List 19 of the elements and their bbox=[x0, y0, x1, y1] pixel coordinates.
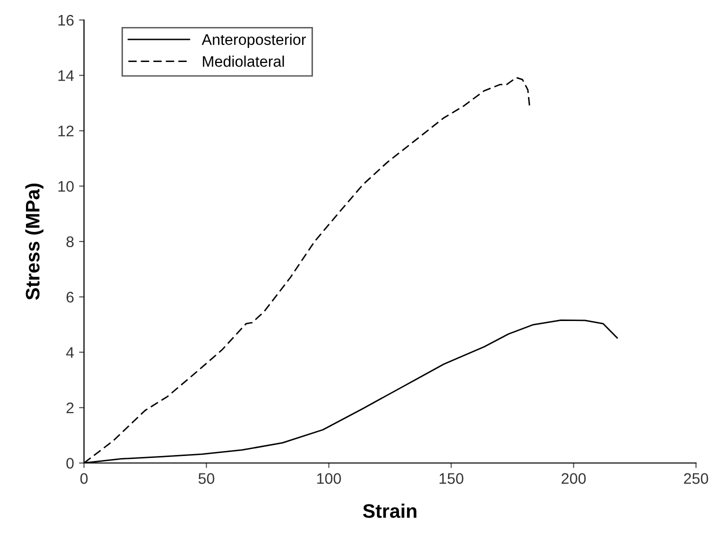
x-tick-label: 100 bbox=[317, 473, 341, 484]
y-tick-label: 0 bbox=[66, 458, 74, 469]
x-tick-label: 150 bbox=[440, 473, 464, 484]
x-tick-label: 50 bbox=[198, 473, 214, 484]
y-tick-label: 8 bbox=[66, 236, 74, 248]
x-tick-label: 250 bbox=[684, 473, 708, 484]
legend-label: Mediolateral bbox=[202, 56, 284, 67]
y-tick-label: 6 bbox=[66, 292, 74, 303]
y-tick-label: 16 bbox=[58, 14, 74, 26]
x-tick-label: 0 bbox=[80, 473, 88, 484]
y-tick-label: 14 bbox=[58, 70, 74, 81]
y-tick-label: 12 bbox=[58, 126, 74, 136]
y-tick-label: 10 bbox=[58, 180, 74, 192]
legend-label: Anteroposterior bbox=[202, 34, 306, 48]
y-tick-label: 4 bbox=[66, 347, 74, 358]
x-axis-title: Strain bbox=[363, 504, 416, 518]
y-tick-label: 2 bbox=[66, 402, 74, 414]
x-tick-label: 200 bbox=[562, 473, 586, 484]
y-axis-title: Stress (MPa) bbox=[25, 184, 44, 300]
